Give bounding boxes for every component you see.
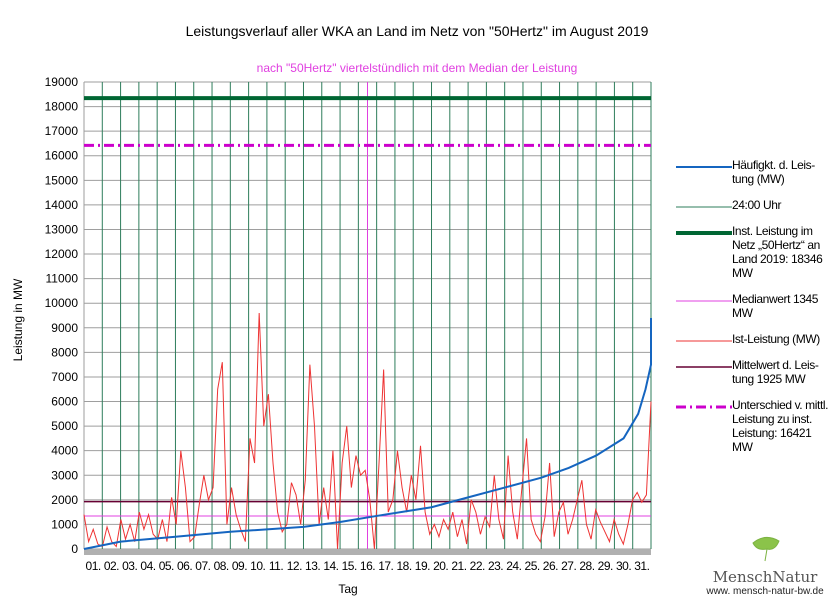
y-tick-label: 8000 [51, 345, 78, 359]
x-tick-label: 10. [250, 559, 265, 573]
legend-label: 24:00 Uhr [732, 198, 782, 212]
legend-item: Häufigkt. d. Leis-tung (MW) [676, 158, 834, 186]
x-axis-label: Tag [338, 582, 357, 596]
legend-swatch [676, 166, 732, 168]
legend-swatch [676, 206, 732, 208]
x-tick-label: 19. [415, 559, 430, 573]
x-tick-label: 11. [269, 559, 283, 573]
x-tick-label: 16. [360, 559, 375, 573]
legend-swatch [676, 405, 732, 409]
y-tick-label: 5000 [51, 419, 78, 433]
x-tick-label: 05. [159, 559, 174, 573]
x-tick-label: 12. [287, 559, 302, 573]
chart-title: Leistungsverlauf aller WKA an Land im Ne… [186, 23, 649, 39]
legend-item: Medianwert 1345 MW [676, 292, 834, 320]
legend-label: Mittelwert d. Leis-tung 1925 MW [732, 358, 819, 386]
legend-label: Inst. Leistung im Netz „50Hertz“ an Land… [732, 224, 823, 280]
legend-swatch [676, 340, 732, 342]
y-tick-label: 11000 [46, 272, 79, 286]
y-tick-label: 18000 [45, 100, 79, 114]
x-tick-label: 02. [104, 559, 119, 573]
x-tick-label: 28. [579, 559, 594, 573]
x-tick-label: 15. [342, 559, 357, 573]
x-tick-label: 06. [177, 559, 192, 573]
x-tick-label: 08. [214, 559, 229, 573]
x-tick-label: 18. [396, 559, 411, 573]
x-tick-label: 14. [323, 559, 338, 573]
y-tick-label: 1000 [51, 517, 78, 531]
y-tick-label: 9000 [51, 321, 78, 335]
haeufigkeit-series [83, 317, 652, 550]
y-tick-label: 14000 [45, 198, 79, 212]
y-tick-label: 12000 [45, 247, 79, 261]
legend-label: Häufigkt. d. Leis-tung (MW) [732, 158, 815, 186]
x-tick-label: 20. [433, 559, 448, 573]
y-axis-label: Leistung in MW [11, 278, 25, 361]
x-tick-label: 25. [525, 559, 540, 573]
chart-subtitle: nach "50Hertz" viertelstündlich mit dem … [257, 61, 578, 75]
x-tick-label: 23. [488, 559, 503, 573]
y-tick-label: 0 [71, 542, 78, 556]
x-tick-label: 26. [543, 559, 558, 573]
y-tick-label: 15000 [45, 173, 79, 187]
x-axis-bar [84, 549, 651, 555]
legend-label: Unterschied v. mittl. Leistung zu inst. … [732, 398, 829, 454]
legend-item: Inst. Leistung im Netz „50Hertz“ an Land… [676, 224, 834, 280]
legend: Häufigkt. d. Leis-tung (MW) 24:00 Uhr Inst… [676, 158, 834, 466]
logo: MenschNatur www. mensch-natur-bw.de [700, 535, 830, 597]
x-tick-label: 17. [378, 559, 393, 573]
legend-swatch [676, 231, 732, 235]
x-tick-label: 09. [232, 559, 247, 573]
x-tick-label: 27. [561, 559, 576, 573]
x-tick-label: 24. [506, 559, 521, 573]
y-tick-label: 6000 [51, 395, 78, 409]
legend-item: 24:00 Uhr [676, 198, 834, 212]
legend-label: Medianwert 1345 MW [732, 292, 819, 320]
logo-url: www. mensch-natur-bw.de [706, 586, 824, 597]
y-tick-label: 17000 [45, 124, 79, 138]
x-tick-label: 31. [634, 559, 649, 573]
x-tick-label: 03. [122, 559, 137, 573]
x-tick-label: 30. [616, 559, 631, 573]
y-tick-label: 4000 [51, 444, 78, 458]
x-tick-label: 21. [451, 559, 466, 573]
logo-name: MenschNatur [712, 568, 818, 586]
y-tick-label: 10000 [45, 296, 79, 310]
ginkgo-leaf-icon [752, 537, 780, 562]
x-tick-label: 22. [470, 559, 485, 573]
legend-label: Ist-Leistung (MW) [732, 332, 820, 346]
x-tick-label: 07. [195, 559, 210, 573]
y-tick-label: 2000 [51, 493, 78, 507]
y-tick-label: 7000 [51, 370, 78, 384]
y-tick-label: 16000 [45, 149, 79, 163]
legend-swatch [676, 300, 732, 302]
x-tick-label: 01. [86, 559, 101, 573]
y-tick-label: 3000 [51, 468, 78, 482]
legend-item: Mittelwert d. Leis-tung 1925 MW [676, 358, 834, 386]
x-tick-label: 13. [305, 559, 320, 573]
y-tick-label: 19000 [45, 75, 79, 89]
legend-item: Ist-Leistung (MW) [676, 332, 834, 346]
x-tick-label: 29. [598, 559, 613, 573]
legend-item: Unterschied v. mittl. Leistung zu inst. … [676, 398, 834, 454]
y-tick-label: 13000 [45, 222, 79, 236]
legend-swatch [676, 366, 732, 368]
ist-leistung-series [83, 313, 652, 550]
x-tick-label: 04. [140, 559, 155, 573]
